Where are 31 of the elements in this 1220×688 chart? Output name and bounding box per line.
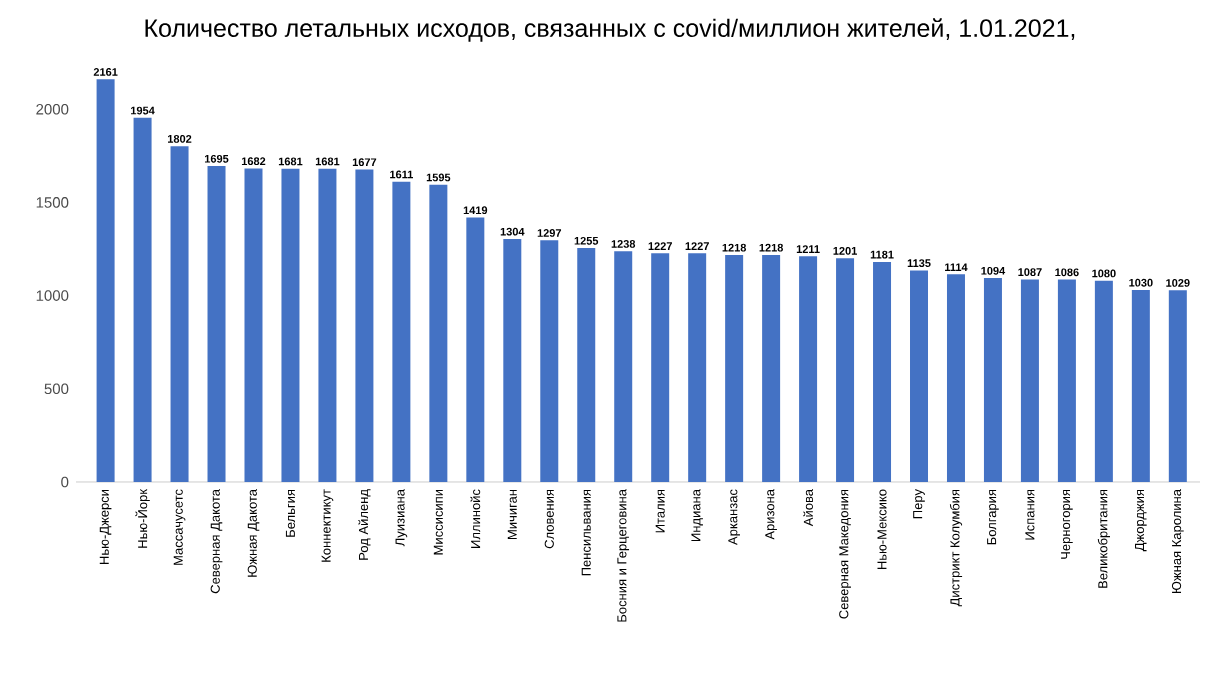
- bar: [96, 79, 115, 482]
- bar: [873, 261, 892, 482]
- bar: [281, 168, 300, 482]
- bar: [946, 274, 965, 482]
- bar: [983, 278, 1002, 482]
- bar: [688, 253, 707, 482]
- bar: [762, 254, 781, 482]
- bar: [1131, 290, 1150, 482]
- bar: [577, 248, 596, 482]
- bar: [466, 217, 485, 482]
- bar: [910, 270, 929, 482]
- bar: [244, 168, 263, 482]
- bar: [207, 166, 226, 482]
- bar: [429, 184, 448, 482]
- bar: [1057, 279, 1076, 482]
- bar: [503, 238, 522, 482]
- bar: [133, 117, 152, 482]
- bar: [540, 240, 559, 482]
- bar: [170, 146, 189, 482]
- bar: [836, 258, 855, 482]
- bar: [725, 254, 744, 482]
- bar: [392, 181, 411, 482]
- bar: [614, 251, 633, 482]
- bar: [355, 169, 374, 482]
- chart-title: Количество летальных исходов, связанных с covid/миллион жителей, 1.01.2021,: [145, 18, 1075, 42]
- bar: [1168, 290, 1187, 482]
- bar: [318, 168, 337, 482]
- bar: [1020, 279, 1039, 482]
- bar: [799, 256, 818, 482]
- bar: [1094, 280, 1113, 482]
- bar: [651, 253, 670, 482]
